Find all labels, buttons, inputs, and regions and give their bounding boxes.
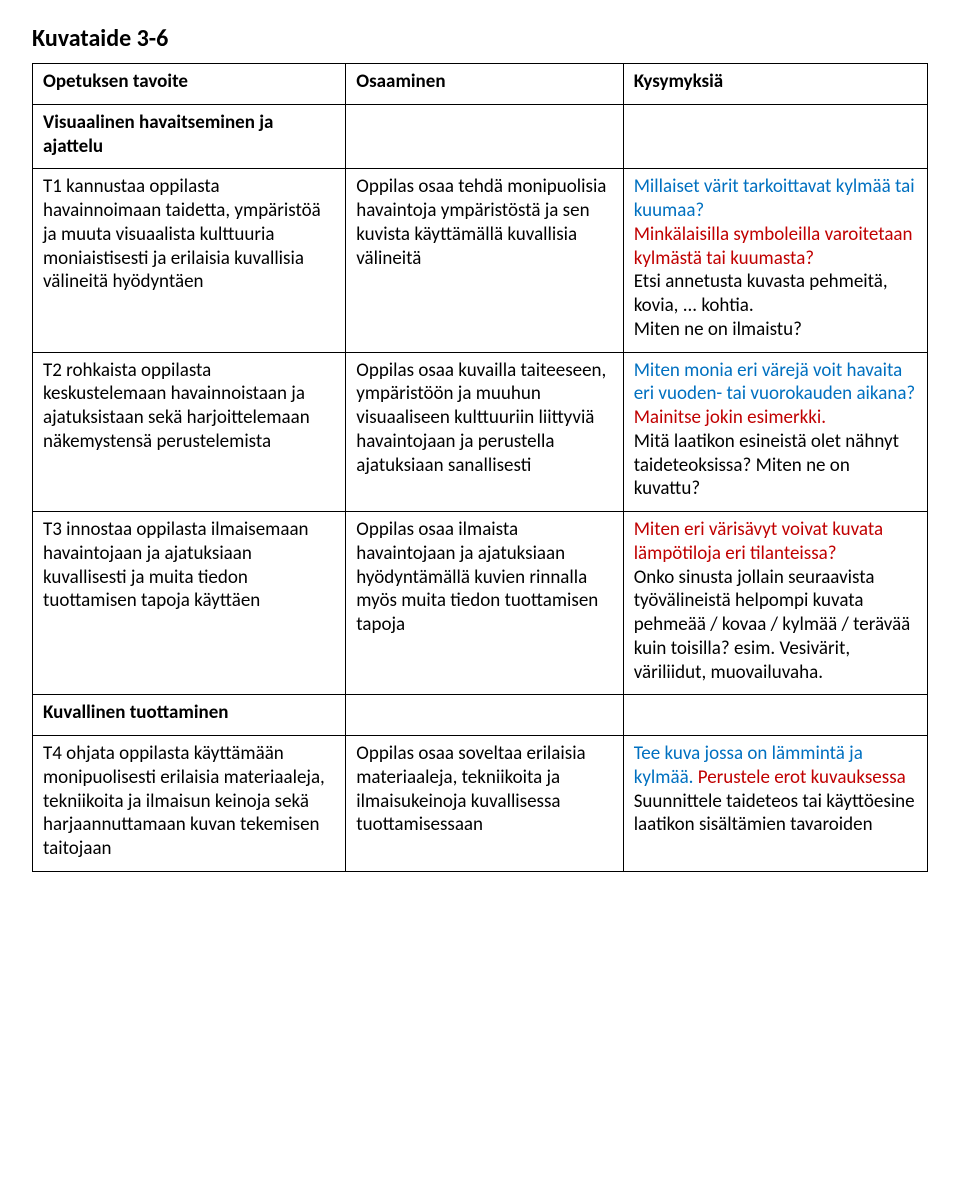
t4-q1: Tee kuva jossa on lämmintä ja kylmää. Pe… (634, 742, 917, 790)
t3-questions: Miten eri värisävyt voivat kuvata lämpöt… (623, 512, 927, 695)
t1-q3a: Etsi annetusta kuvasta pehmeitä, kovia, … (634, 270, 917, 318)
t4-q1b: Perustele erot kuvauksessa (693, 766, 905, 789)
t4-goal: T4 ohjata oppilasta käyttämään monipuoli… (33, 736, 346, 872)
t4-questions: Tee kuva jossa on lämmintä ja kylmää. Pe… (623, 736, 927, 872)
t1-q3b: Miten ne on ilmaistu? (634, 318, 917, 342)
t4-q2: Suunnittele taideteos tai käyttöesine la… (634, 790, 917, 838)
row-t2: T2 rohkaista oppilasta keskustelemaan ha… (33, 352, 928, 512)
row-t3: T3 innostaa oppilasta ilmaisemaan havain… (33, 512, 928, 695)
t3-q1: Miten eri värisävyt voivat kuvata lämpöt… (634, 518, 917, 566)
header-row: Opetuksen tavoite Osaaminen Kysymyksiä (33, 64, 928, 105)
t1-questions: Millaiset värit tarkoittavat kylmää tai … (623, 169, 927, 352)
row-t4: T4 ohjata oppilasta käyttämään monipuoli… (33, 736, 928, 872)
empty-cell (346, 695, 623, 736)
t2-q2: Mitä laatikon esineistä olet nähnyt taid… (634, 430, 917, 501)
t2-questions: Miten monia eri värejä voit havaita eri … (623, 352, 927, 512)
empty-cell (346, 104, 623, 169)
row-t1: T1 kannustaa oppilasta havainnoimaan tai… (33, 169, 928, 352)
t2-skill: Oppilas osaa kuvailla taiteeseen, ympäri… (346, 352, 623, 512)
header-kysymyksia: Kysymyksiä (623, 64, 927, 105)
t1-skill: Oppilas osaa tehdä monipuolisia havainto… (346, 169, 623, 352)
t3-skill: Oppilas osaa ilmaista havaintojaan ja aj… (346, 512, 623, 695)
empty-cell (623, 695, 927, 736)
t2-q1a: Miten monia eri värejä voit havaita eri … (634, 359, 916, 406)
section-produce-row: Kuvallinen tuottaminen (33, 695, 928, 736)
section-visual-row: Visuaalinen havaitseminen ja ajattelu (33, 104, 928, 169)
curriculum-table: Opetuksen tavoite Osaaminen Kysymyksiä V… (32, 63, 928, 872)
t2-goal: T2 rohkaista oppilasta keskustelemaan ha… (33, 352, 346, 512)
section-visual-label: Visuaalinen havaitseminen ja ajattelu (33, 104, 346, 169)
empty-cell (623, 104, 927, 169)
t1-q2: Minkälaisilla symboleilla varoitetaan ky… (634, 223, 917, 271)
t2-q1b: Mainitse jokin esimerkki. (634, 406, 826, 429)
t3-q2: Onko sinusta jollain seuraavista työväli… (634, 566, 917, 685)
t4-skill: Oppilas osaa soveltaa erilaisia materiaa… (346, 736, 623, 872)
header-osaaminen: Osaaminen (346, 64, 623, 105)
header-tavoite: Opetuksen tavoite (33, 64, 346, 105)
t1-q1: Millaiset värit tarkoittavat kylmää tai … (634, 175, 917, 223)
t1-goal: T1 kannustaa oppilasta havainnoimaan tai… (33, 169, 346, 352)
section-produce-label: Kuvallinen tuottaminen (33, 695, 346, 736)
page-title: Kuvataide 3-6 (32, 24, 928, 53)
t2-q1: Miten monia eri värejä voit havaita eri … (634, 359, 917, 430)
t3-goal: T3 innostaa oppilasta ilmaisemaan havain… (33, 512, 346, 695)
